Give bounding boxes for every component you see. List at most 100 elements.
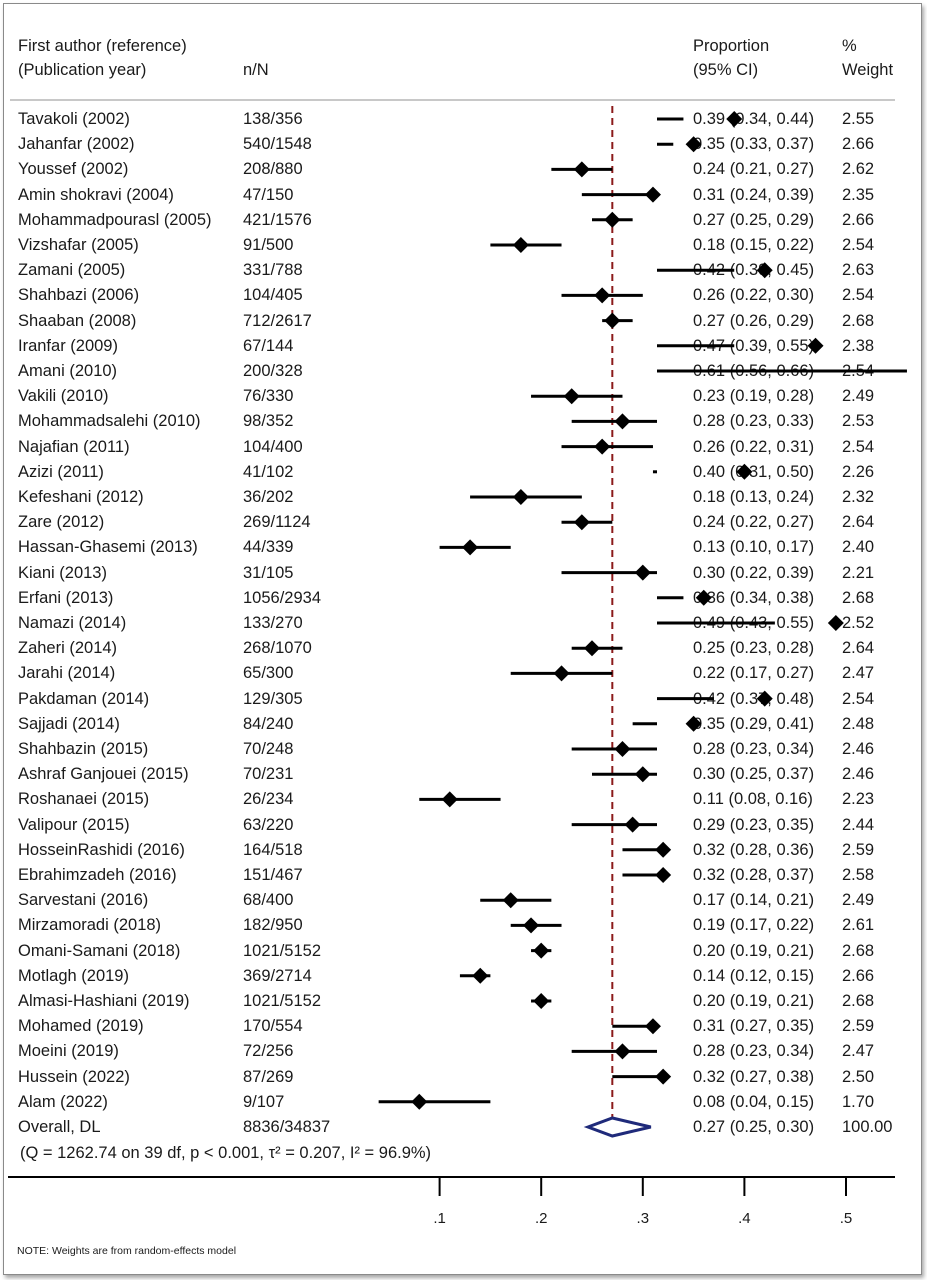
study-author: Shahbazi (2006) [18,286,140,305]
study-author: Ashraf Ganjouei (2015) [18,765,189,784]
study-weight: 1.70 [842,1092,875,1111]
x-tick-label: .3 [637,1210,650,1227]
study-nN: 133/270 [243,614,303,632]
study-weight: 2.23 [842,790,875,809]
study-author: Pakdaman (2014) [18,689,150,708]
x-tick-label: .2 [535,1210,548,1227]
study-ci: 0.18 (0.15, 0.22) [693,236,815,254]
study-author: Zamani (2005) [18,261,126,280]
study-ci: 0.11 (0.08, 0.16) [693,790,813,809]
point-estimate [533,942,550,959]
study-weight: 2.47 [842,1042,875,1061]
study-author: Omani-Samani (2018) [18,941,181,960]
study-author: Jarahi (2014) [18,664,116,683]
proportion-header-line1: Proportion [693,37,770,55]
heterogeneity-stats: (Q = 1262.74 on 39 df, p < 0.001, τ² = 0… [20,1144,432,1162]
study-weight: 2.68 [842,992,875,1010]
study-author: Sajjadi (2014) [18,714,120,733]
study-ci: 0.28 (0.23, 0.34) [693,740,815,758]
study-ci: 0.32 (0.28, 0.37) [693,866,815,884]
point-estimate [634,766,651,783]
study-weight: 2.58 [842,866,875,884]
point-estimate [573,514,590,531]
author-header-line2: (Publication year) [18,61,147,79]
study-ci: 0.35 (0.33, 0.37) [693,135,815,154]
study-author: Kiani (2013) [18,563,107,582]
study-ci: 0.28 (0.23, 0.33) [693,412,815,431]
study-nN: 208/880 [243,160,303,179]
study-weight: 2.66 [842,966,875,985]
study-ci: 0.39 (0.34, 0.44) [693,110,815,128]
study-author: Jahanfar (2002) [18,135,135,154]
study-weight: 2.68 [842,588,875,607]
point-estimate [573,161,590,178]
study-nN: 104/400 [243,437,303,456]
study-author: Vakili (2010) [18,387,109,406]
study-weight: 2.63 [842,261,875,280]
study-nN: 68/400 [243,891,294,910]
point-estimate [655,841,672,858]
study-nN: 138/356 [243,110,303,128]
point-estimate [644,1018,661,1035]
study-weight: 2.61 [842,916,875,935]
study-nN: 76/330 [243,387,294,406]
study-nN: 1021/5152 [243,992,321,1010]
study-weight: 2.38 [842,336,875,355]
study-author: Ebrahimzadeh (2016) [18,866,177,884]
point-estimate [726,111,743,127]
study-weight: 2.46 [842,765,875,784]
study-ci: 0.42 (0.39, 0.45) [693,261,815,280]
study-nN: 129/305 [243,689,303,708]
study-author: Sarvestani (2016) [18,891,149,910]
study-author: Hussein (2022) [18,1067,130,1086]
study-ci: 0.18 (0.13, 0.24) [693,488,815,506]
point-estimate [756,690,773,707]
study-author: Almasi-Hashiani (2019) [18,992,190,1010]
study-author: Hassan-Ghasemi (2013) [18,538,198,557]
study-weight: 2.49 [842,891,875,910]
study-nN: 84/240 [243,714,294,733]
study-author: Shaaban (2008) [18,311,137,330]
study-author: Zaheri (2014) [18,639,118,658]
study-nN: 63/220 [243,815,294,834]
study-weight: 2.54 [842,286,875,305]
study-weight: 2.44 [842,815,875,834]
study-ci: 0.29 (0.23, 0.35) [693,815,815,834]
study-weight: 2.59 [842,1017,875,1036]
study-weight: 2.40 [842,538,875,557]
study-nN: 540/1548 [243,135,312,154]
study-ci: 0.26 (0.22, 0.30) [693,286,815,305]
study-weight: 2.68 [842,941,875,960]
study-weight: 2.62 [842,160,875,179]
study-author: Mohammadsalehi (2010) [18,412,201,431]
point-estimate [512,489,529,505]
study-author: Mirzamoradi (2018) [18,916,162,935]
point-estimate [685,715,702,732]
study-author: Mohamed (2019) [18,1017,144,1036]
point-estimate [533,993,550,1009]
study-ci: 0.17 (0.14, 0.21) [693,891,815,910]
study-ci: 0.31 (0.27, 0.35) [693,1017,815,1036]
weight-header: % Weight [842,34,893,82]
study-weight: 2.64 [842,639,875,658]
study-ci: 0.20 (0.19, 0.21) [693,992,815,1010]
footnote: NOTE: Weights are from random-effects mo… [17,1245,237,1257]
study-nN: 269/1124 [243,513,311,532]
study-ci: 0.36 (0.34, 0.38) [693,588,815,607]
figure-frame [3,3,922,1275]
point-estimate [584,640,600,657]
study-nN: 87/269 [243,1067,294,1086]
study-nN: 47/150 [243,185,294,204]
study-nN: 65/300 [243,664,294,683]
study-nN: 268/1070 [243,639,312,658]
author-header-line1: First author (reference) [18,37,187,55]
study-nN: 1056/2934 [243,588,321,607]
point-estimate [807,337,824,354]
study-ci: 0.25 (0.23, 0.28) [693,639,815,658]
study-weight: 2.48 [842,714,875,733]
study-author: Mohammadpourasl (2005) [18,210,212,229]
overall-label: Overall, DL [18,1118,101,1136]
study-nN: 1021/5152 [243,941,321,960]
study-ci: 0.22 (0.17, 0.27) [693,664,815,683]
